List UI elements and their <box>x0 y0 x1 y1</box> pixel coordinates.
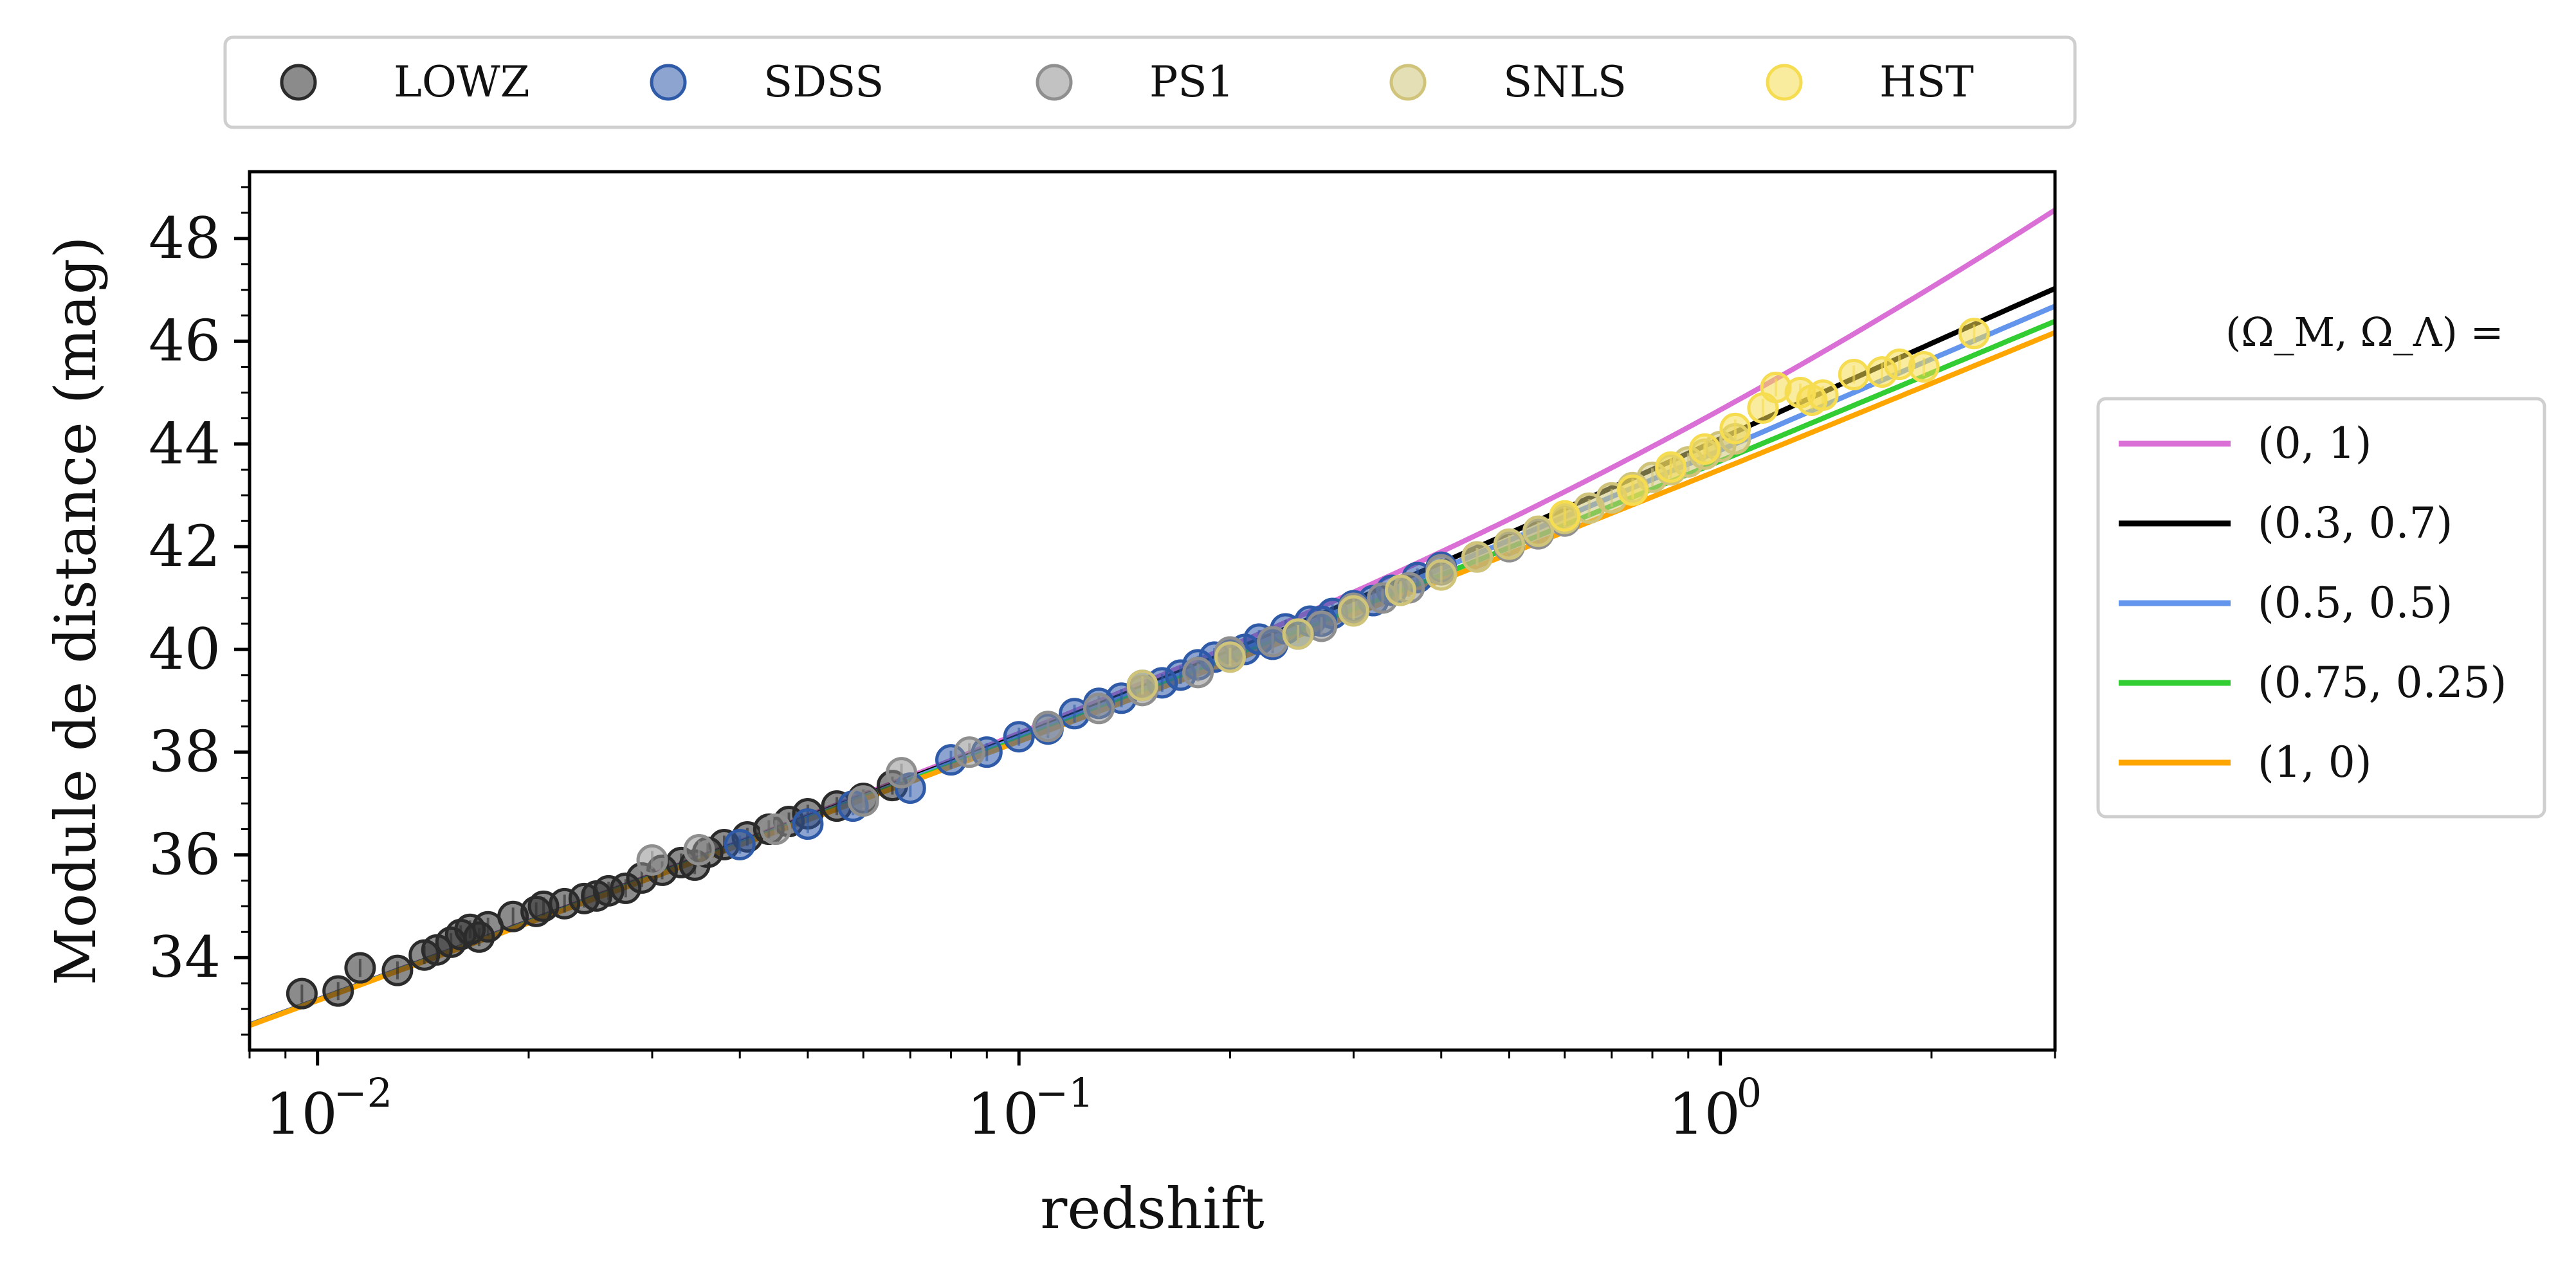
data-point <box>724 828 756 860</box>
data-point <box>1616 474 1649 506</box>
y-tick-label: 42 <box>149 513 221 579</box>
legend-label-lowz: LOWZ <box>394 57 530 107</box>
data-point <box>847 785 879 817</box>
data-point <box>1425 559 1457 591</box>
legend-marker-lowz <box>280 64 317 101</box>
data-point <box>1493 528 1525 560</box>
cosmology-legend-label: (0, 1) <box>2258 419 2371 468</box>
data-point <box>683 833 715 866</box>
y-tick-label: 34 <box>149 924 221 990</box>
data-point <box>1214 641 1246 673</box>
plot-frame <box>248 170 2057 1052</box>
supernova-points <box>286 318 1990 1010</box>
data-point <box>1032 711 1064 743</box>
data-point <box>792 808 824 840</box>
x-tick-exponent: 0 <box>1737 1069 1762 1116</box>
dataset-legend: LOWZ SDSS PS1 SNLS HST <box>223 35 2077 129</box>
x-tick-label: 10 <box>1668 1081 1740 1147</box>
data-point <box>1082 693 1115 725</box>
y-tick-label: 36 <box>149 821 221 887</box>
x-tick-exponent: −1 <box>1035 1069 1093 1116</box>
y-tick-label: 48 <box>149 205 221 271</box>
data-point <box>344 952 376 984</box>
y-tick-label: 38 <box>149 719 221 785</box>
y-axis-title: Module de distance (mag) <box>42 236 109 985</box>
legend-marker-ps1 <box>1036 64 1073 101</box>
legend-label-sdss: SDSS <box>763 57 884 107</box>
data-point <box>1182 657 1214 689</box>
data-point <box>286 977 318 1010</box>
data-point <box>1958 318 1990 350</box>
data-point <box>636 844 668 876</box>
y-tick-label: 46 <box>149 308 221 374</box>
data-point <box>1549 500 1581 532</box>
data-point <box>760 813 792 846</box>
data-point <box>1337 595 1369 627</box>
cosmology-legend: (Ω_M, Ω_Λ) = (0, 1) (0.3, 0.7) (0.5, 0.5) (0… <box>2096 309 2546 819</box>
y-axis: 34 36 38 40 42 44 46 48 <box>149 186 250 1036</box>
series-lowz <box>286 770 908 1010</box>
legend-label-hst: HST <box>1879 57 1974 107</box>
data-point <box>1461 541 1494 573</box>
legend-marker-sdss <box>650 64 687 101</box>
data-point <box>953 736 985 768</box>
data-point <box>1126 669 1158 702</box>
legend-label-ps1: PS1 <box>1149 57 1234 107</box>
data-point <box>1719 412 1751 444</box>
legend-marker-snls <box>1389 64 1427 101</box>
data-point <box>1384 574 1416 606</box>
x-axis: 10−2 10−1 100 <box>248 1050 2056 1147</box>
x-tick-label: 10 <box>266 1081 338 1147</box>
series-hst <box>1549 318 1990 532</box>
x-tick-exponent: −2 <box>334 1069 392 1116</box>
data-point <box>322 975 354 1007</box>
dataset-legend-frame <box>223 35 2077 129</box>
y-tick-label: 44 <box>149 410 221 476</box>
legend-marker-hst <box>1766 64 1803 101</box>
data-point <box>1908 351 1940 383</box>
data-point <box>1807 379 1839 411</box>
data-point <box>1282 618 1314 650</box>
cosmology-legend-label: (1, 0) <box>2258 738 2371 787</box>
cosmology-legend-label: (0.75, 0.25) <box>2258 658 2507 707</box>
cosmology-legend-frame <box>2096 397 2546 819</box>
cosmology-legend-title: (Ω_M, Ω_Λ) = <box>2225 309 2504 356</box>
x-tick-label: 10 <box>967 1081 1039 1147</box>
data-point <box>381 954 414 986</box>
x-axis-title: redshift <box>1040 1175 1264 1242</box>
data-point <box>1838 359 1870 391</box>
data-point <box>1003 721 1035 753</box>
legend-label-snls: SNLS <box>1503 57 1627 107</box>
y-tick-label: 40 <box>149 616 221 682</box>
data-point <box>886 757 918 789</box>
cosmology-legend-label: (0.3, 0.7) <box>2258 498 2453 548</box>
data-point <box>1522 515 1555 547</box>
data-point <box>1688 433 1721 465</box>
data-point <box>1655 451 1687 483</box>
cosmology-legend-label: (0.5, 0.5) <box>2258 578 2453 628</box>
